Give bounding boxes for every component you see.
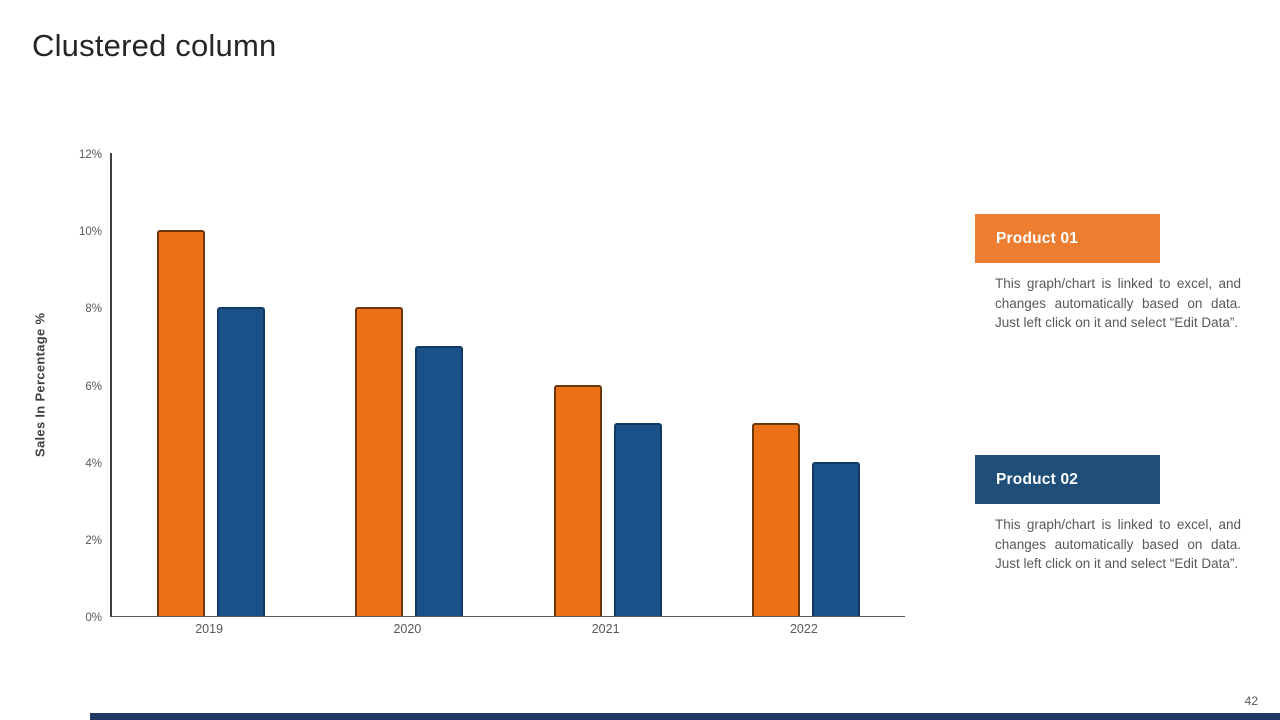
product-01-card: Product 01 This graph/chart is linked to…	[975, 214, 1241, 333]
bar-group-2021	[553, 384, 662, 616]
x-tick-label: 2022	[789, 622, 818, 636]
product-02-card: Product 02 This graph/chart is linked to…	[975, 455, 1241, 574]
y-tick-label: 6%	[85, 380, 102, 393]
product-card-header: Product 02	[975, 455, 1160, 504]
bar-product-01-2021	[553, 384, 602, 616]
plot-area[interactable]	[110, 153, 905, 617]
page-number: 42	[1244, 694, 1258, 708]
y-axis-labels: 0% 2% 4% 6% 8% 10% 12%	[52, 149, 102, 624]
product-01-description: This graph/chart is linked to excel, and…	[995, 276, 1241, 330]
y-tick-label: 0%	[85, 612, 102, 624]
x-tick-label: 2021	[591, 622, 620, 636]
y-tick-label: 4%	[85, 457, 102, 470]
y-axis-title: Sales In Percentage %	[32, 312, 48, 458]
y-tick-label: 8%	[85, 303, 102, 316]
footer-accent-bar	[90, 713, 1280, 720]
x-axis-labels: 2019 2020 2021 2022	[110, 622, 905, 642]
product-01-label: Product 01	[996, 229, 1079, 247]
bar-group-2019	[157, 230, 266, 616]
product-02-label: Product 02	[996, 470, 1079, 488]
page-title: Clustered column	[32, 28, 277, 63]
x-tick-label: 2019	[195, 622, 224, 636]
bar-product-01-2020	[355, 307, 404, 616]
y-tick-label: 12%	[78, 149, 102, 161]
product-card-header: Product 01	[975, 214, 1160, 263]
product-02-description: This graph/chart is linked to excel, and…	[995, 517, 1241, 571]
bar-product-01-2022	[751, 423, 800, 616]
y-tick-label: 10%	[78, 226, 102, 239]
bar-group-2022	[751, 423, 860, 616]
bar-product-02-2020	[415, 345, 464, 616]
y-tick-label: 2%	[85, 534, 102, 547]
bar-product-01-2019	[157, 230, 206, 616]
bar-product-02-2019	[217, 307, 266, 616]
bar-product-02-2022	[811, 461, 860, 616]
bar-product-02-2021	[613, 423, 662, 616]
x-tick-label: 2020	[393, 622, 422, 636]
bar-group-2020	[355, 307, 464, 616]
